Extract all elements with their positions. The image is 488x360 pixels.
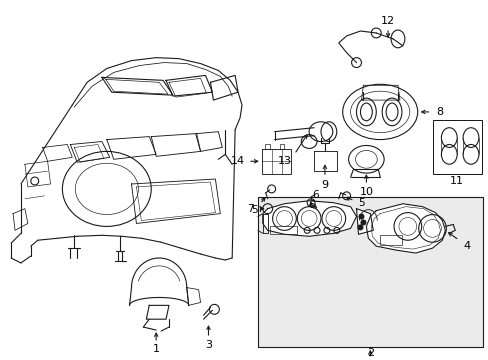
Text: 4: 4 bbox=[463, 241, 469, 251]
Text: 12: 12 bbox=[380, 16, 394, 26]
Text: 3: 3 bbox=[204, 340, 211, 350]
Text: 14: 14 bbox=[230, 156, 244, 166]
Bar bbox=[431, 120, 481, 174]
Circle shape bbox=[358, 214, 363, 219]
Circle shape bbox=[360, 220, 365, 225]
Text: 6: 6 bbox=[307, 200, 314, 210]
Bar bbox=[380, 235, 401, 245]
Text: 13: 13 bbox=[277, 156, 291, 166]
Bar bbox=[269, 226, 297, 234]
Text: 8: 8 bbox=[435, 107, 442, 117]
Text: 10: 10 bbox=[359, 187, 373, 197]
Text: 11: 11 bbox=[449, 176, 463, 186]
Ellipse shape bbox=[386, 103, 397, 121]
Text: 5: 5 bbox=[357, 198, 364, 208]
Text: 5: 5 bbox=[251, 204, 258, 215]
Polygon shape bbox=[356, 209, 372, 234]
Text: 6: 6 bbox=[311, 190, 318, 200]
Text: 2: 2 bbox=[366, 348, 373, 358]
Bar bbox=[257, 197, 482, 347]
Polygon shape bbox=[366, 204, 445, 253]
Ellipse shape bbox=[360, 103, 371, 121]
Text: 7: 7 bbox=[246, 204, 253, 213]
Circle shape bbox=[357, 225, 362, 230]
Polygon shape bbox=[262, 201, 356, 236]
Text: 9: 9 bbox=[321, 180, 328, 190]
Text: 1: 1 bbox=[152, 344, 160, 354]
